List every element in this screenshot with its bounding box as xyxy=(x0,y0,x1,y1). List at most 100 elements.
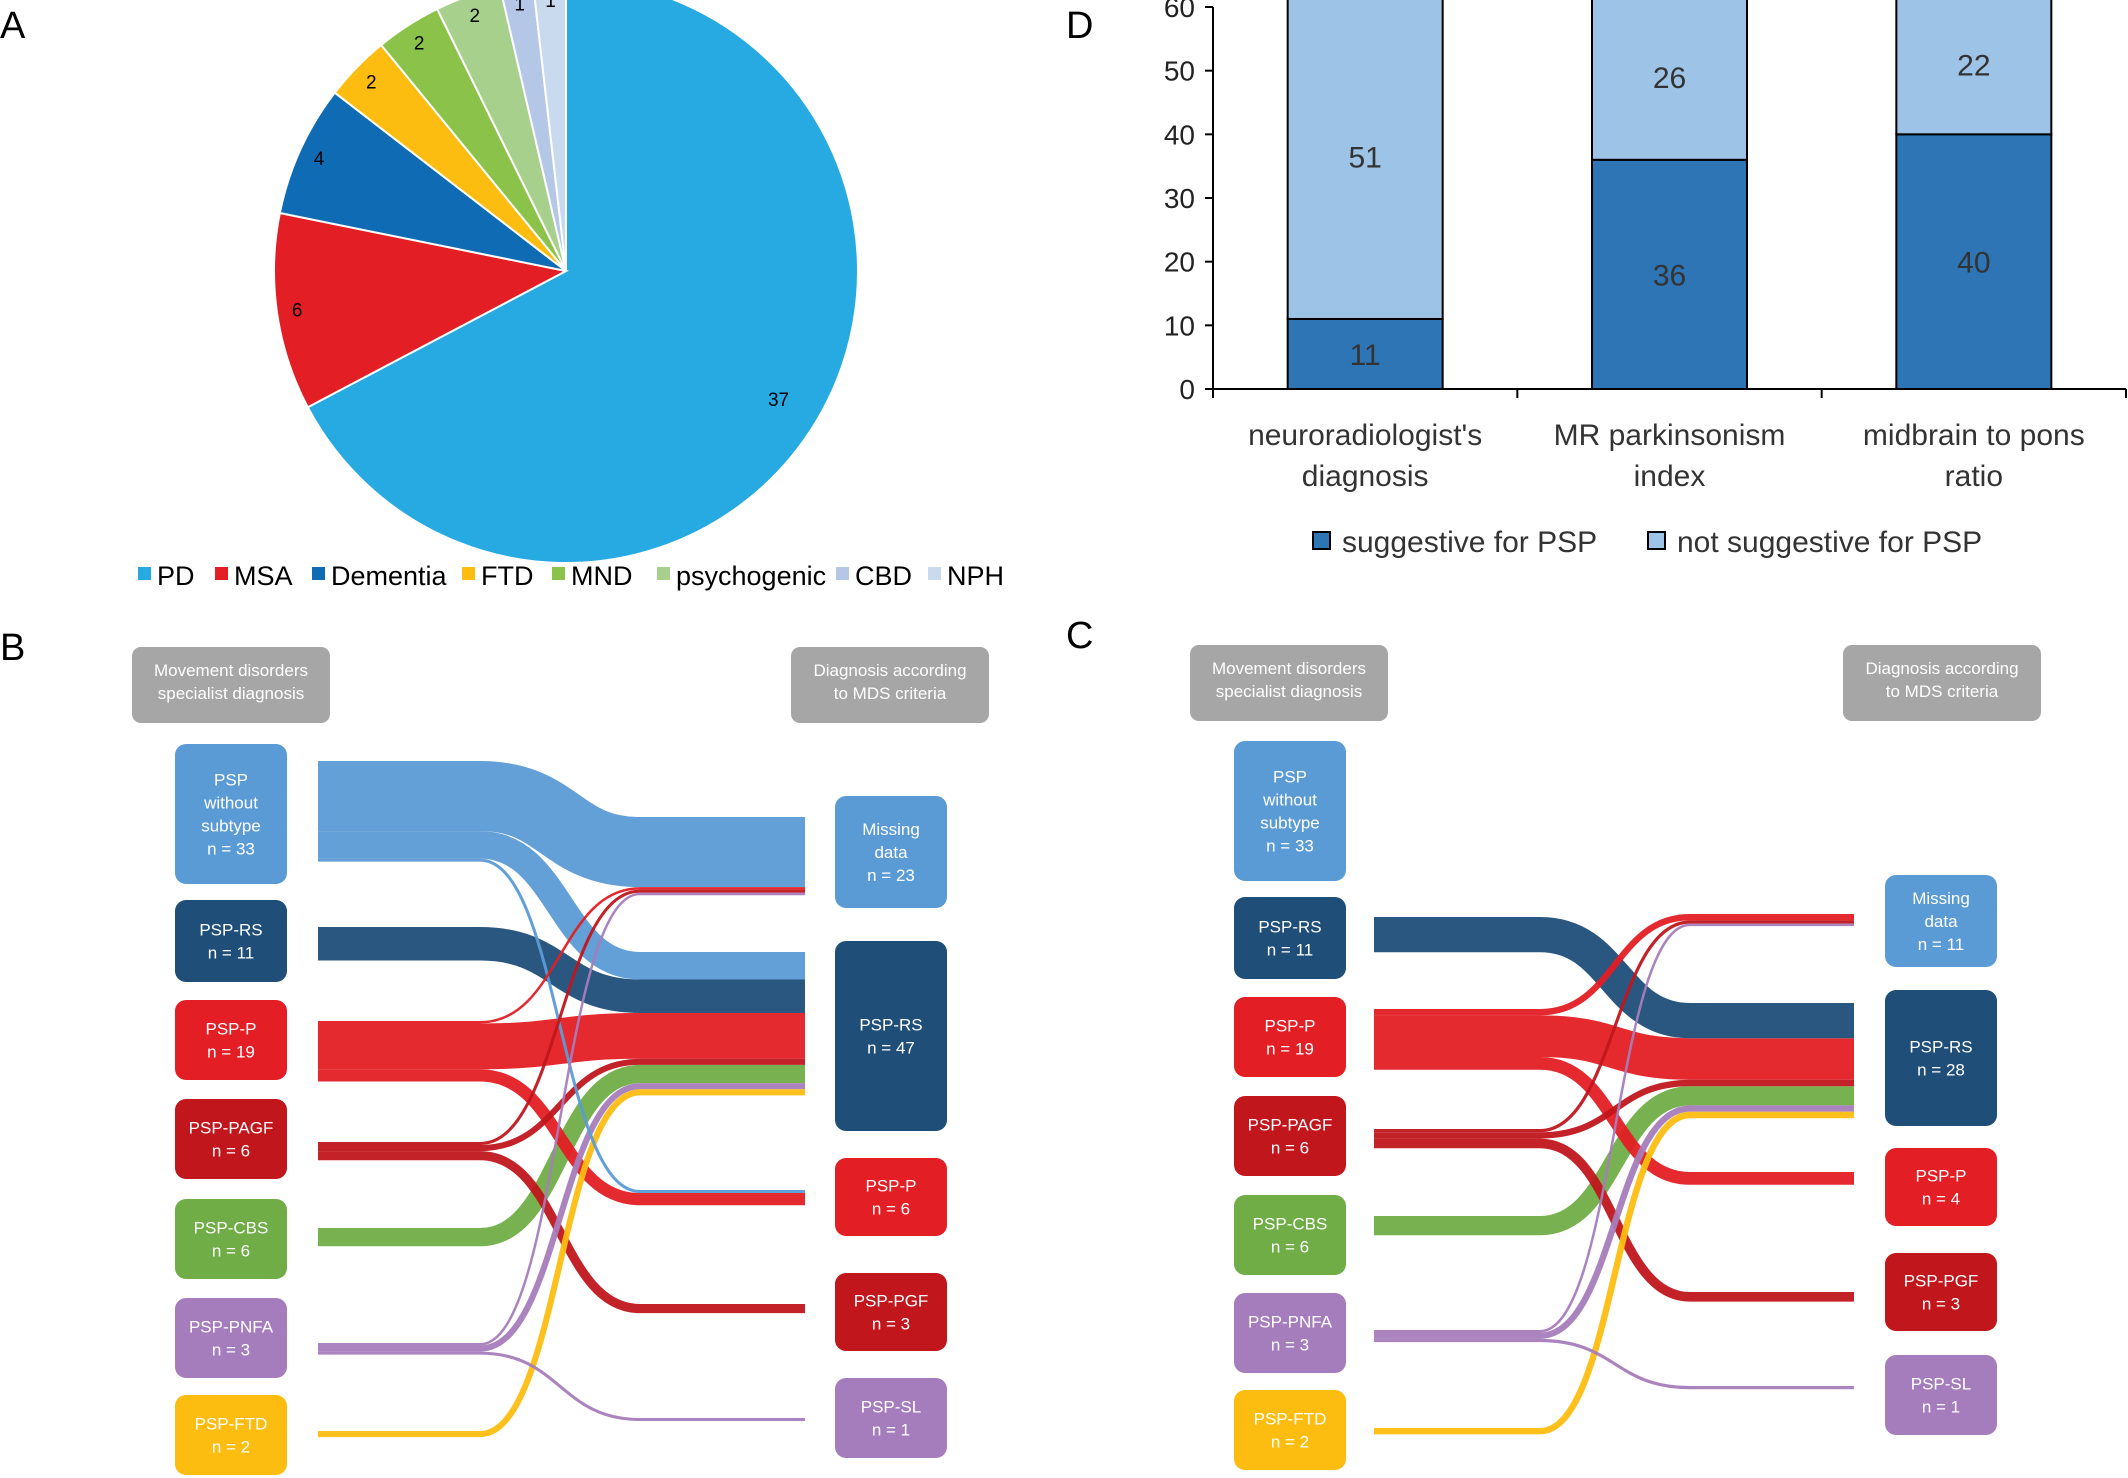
flow-p-to-tp xyxy=(318,1069,805,1206)
source-node-pnfa-label-0: PSP-PNFA xyxy=(1248,1313,1333,1332)
left-header-box xyxy=(132,647,330,723)
legend-swatch-not-suggestive-for-psp xyxy=(1647,531,1666,550)
source-node-pnfa-label-0: PSP-PNFA xyxy=(189,1318,274,1337)
panel-letter-b: B xyxy=(0,627,25,669)
sankey-diagram-b: Movement disorders specialist diagnosis Di… xyxy=(132,647,989,1475)
source-node-psp xyxy=(175,744,287,884)
legend-swatch-msa xyxy=(215,567,228,580)
source-node-p-label-1: n = 19 xyxy=(207,1043,255,1062)
legend-swatch-psychogenic xyxy=(657,567,670,580)
target-node-tp-label-1: n = 4 xyxy=(1922,1190,1960,1209)
legend-label-nph: NPH xyxy=(947,561,1004,591)
legend-swatch-ftd xyxy=(462,567,475,580)
right-header-line-0: Diagnosis according xyxy=(1865,659,2018,678)
flow-p-to-tp xyxy=(1374,1057,1854,1185)
legend-swatch-nph xyxy=(928,567,941,580)
legend-swatch-cbd xyxy=(836,567,849,580)
panel-letter-a: A xyxy=(0,5,26,47)
target-node-tsl-label-0: PSP-SL xyxy=(861,1398,921,1417)
target-node-trs-label-0: PSP-RS xyxy=(1909,1038,1972,1057)
target-node-tpgf-label-1: n = 3 xyxy=(1922,1295,1960,1314)
y-tick-label-40: 40 xyxy=(1164,119,1195,150)
pie-slice-msa xyxy=(273,211,569,409)
y-tick-label-10: 10 xyxy=(1164,310,1195,341)
target-node-tpgf-label-1: n = 3 xyxy=(872,1315,910,1334)
bar-data-label-not-suggestive-for-psp-2: 22 xyxy=(1957,49,1990,82)
panel-letter-d: D xyxy=(1066,5,1093,47)
target-node-tpgf xyxy=(835,1273,947,1351)
bar-data-label-suggestive-for-psp-1: 36 xyxy=(1653,259,1686,292)
source-node-ftd-label-1: n = 2 xyxy=(1271,1433,1309,1452)
legend-label-psychogenic: psychogenic xyxy=(676,561,826,591)
flow-psp-to-missing xyxy=(318,761,805,888)
target-node-missing-label-2: n = 11 xyxy=(1918,935,1964,954)
legend-label-dementia: Dementia xyxy=(331,561,448,591)
target-node-trs xyxy=(835,941,947,1131)
source-node-p-label-0: PSP-P xyxy=(205,1020,256,1039)
flow-p-to-missing xyxy=(1374,914,1854,1016)
flow-cbs-to-trs xyxy=(1374,1086,1854,1236)
legend-label-mnd: MND xyxy=(571,561,633,591)
target-node-tsl-label-1: n = 1 xyxy=(1922,1398,1960,1417)
target-node-tsl-label-1: n = 1 xyxy=(872,1421,910,1440)
legend-label-not-suggestive-for-psp: not suggestive for PSP xyxy=(1677,526,1982,559)
source-node-psp-label-3: n = 33 xyxy=(1266,837,1314,856)
x-category-label-2-line-0: midbrain to pons xyxy=(1863,419,2085,452)
source-node-cbs-label-1: n = 6 xyxy=(1271,1238,1309,1257)
flow-pagf-to-missing xyxy=(318,889,805,1146)
source-node-psp-label-0: PSP xyxy=(1273,768,1307,787)
y-tick-label-0: 0 xyxy=(1179,374,1195,405)
source-node-p-label-0: PSP-P xyxy=(1264,1017,1315,1036)
source-node-cbs xyxy=(175,1199,287,1279)
target-node-trs-label-1: n = 28 xyxy=(1917,1061,1965,1080)
target-node-tsl xyxy=(1885,1355,1997,1435)
y-tick-label-50: 50 xyxy=(1164,56,1195,87)
right-header-line-1: to MDS criteria xyxy=(834,684,947,703)
left-header-line-0: Movement disorders xyxy=(1212,659,1366,678)
right-header-box xyxy=(1843,645,2041,721)
target-node-tpgf-label-0: PSP-PGF xyxy=(854,1292,929,1311)
flow-pnfa-to-tsl xyxy=(1374,1338,1854,1390)
left-header-line-0: Movement disorders xyxy=(154,661,308,680)
source-node-ftd-label-0: PSP-FTD xyxy=(195,1415,268,1434)
flow-pnfa-to-missing xyxy=(318,892,805,1346)
source-node-pnfa xyxy=(175,1298,287,1378)
flow-pagf-to-missing xyxy=(1374,920,1854,1133)
source-node-pagf-label-0: PSP-PAGF xyxy=(189,1119,274,1138)
target-node-missing-label-2: n = 23 xyxy=(867,866,915,885)
bar-data-label-suggestive-for-psp-0: 11 xyxy=(1350,339,1381,372)
source-node-pagf-label-1: n = 6 xyxy=(1271,1139,1309,1158)
panel-letter-c: C xyxy=(1066,615,1093,657)
source-node-pnfa-label-1: n = 3 xyxy=(1271,1336,1309,1355)
bar-not-suggestive-for-psp-0 xyxy=(1286,0,1444,320)
legend-swatch-mnd xyxy=(552,567,565,580)
flow-pagf-to-trs xyxy=(318,1058,805,1152)
source-node-p xyxy=(1234,997,1346,1077)
target-node-tpgf xyxy=(1885,1253,1997,1331)
flow-pagf-to-tpgf xyxy=(318,1151,805,1314)
x-category-label-1-line-0: MR parkinsonism xyxy=(1554,419,1786,452)
x-category-label-0-line-0: neuroradiologist's xyxy=(1248,419,1482,452)
legend-label-ftd: FTD xyxy=(481,561,533,591)
source-node-psp xyxy=(1234,741,1346,881)
flow-ftd-to-trs xyxy=(1374,1111,1854,1435)
sankey-diagram-c: Movement disorders specialist diagnosis Di… xyxy=(1190,645,2041,1470)
source-node-psp-label-3: n = 33 xyxy=(207,840,255,859)
target-node-missing-label-1: data xyxy=(874,843,908,862)
left-header-line-1: specialist diagnosis xyxy=(1216,682,1362,701)
pie-slice-cbd xyxy=(501,0,567,272)
target-node-tsl-label-0: PSP-SL xyxy=(1911,1375,1971,1394)
pie-slice-nph xyxy=(533,0,567,272)
target-node-tp-label-1: n = 6 xyxy=(872,1200,910,1219)
target-node-tp-label-0: PSP-P xyxy=(1915,1167,1966,1186)
bar-data-label-suggestive-for-psp-2: 40 xyxy=(1957,247,1990,280)
pie-data-label-dementia: 4 xyxy=(314,149,325,170)
flow-pnfa-to-missing xyxy=(1374,923,1854,1333)
pie-slice-psychogenic xyxy=(435,0,567,272)
flow-pnfa-to-trs xyxy=(318,1083,805,1352)
flow-psp-to-tp xyxy=(318,858,805,1194)
target-node-tsl xyxy=(835,1378,947,1458)
bar-not-suggestive-for-psp-2 xyxy=(1895,0,2053,136)
target-node-tp xyxy=(1885,1148,1997,1226)
left-header-line-1: specialist diagnosis xyxy=(158,684,304,703)
